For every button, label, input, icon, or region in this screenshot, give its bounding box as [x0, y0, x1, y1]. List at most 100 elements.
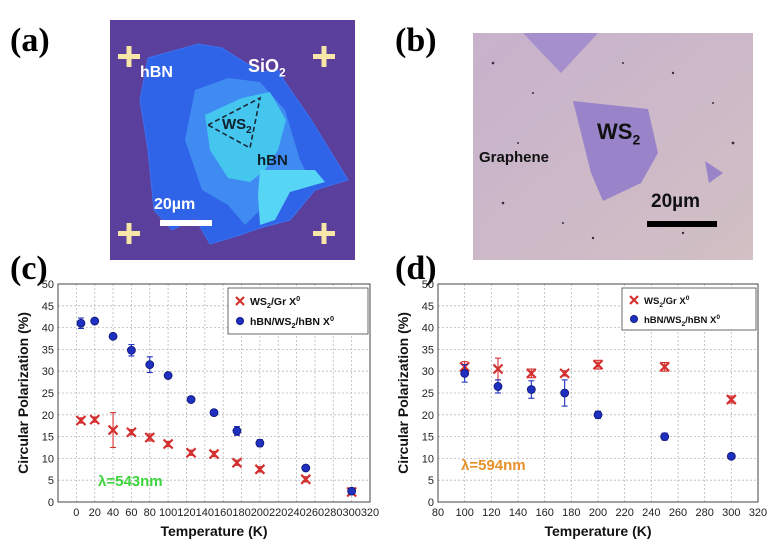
x-tick-label: 60 [125, 507, 137, 519]
marker-stroke [75, 415, 87, 426]
x-tick-label: 200 [251, 507, 269, 519]
y-tick-label: 20 [422, 410, 434, 422]
marker-stroke [254, 464, 266, 475]
marker-stroke [107, 424, 119, 436]
panel-label-a: (a) [10, 22, 50, 59]
y-tick-label: 5 [428, 475, 434, 487]
panel-label-c: (c) [10, 250, 48, 287]
contamination-dots [491, 61, 735, 240]
x-tick-label: 100 [455, 507, 473, 519]
marker-stroke [659, 361, 670, 373]
y-tick-label: 5 [48, 475, 54, 487]
marker-stroke [208, 448, 220, 460]
data-point-x [126, 426, 137, 438]
data-point-x [231, 457, 243, 469]
legend-marker-circle [629, 315, 638, 324]
y-tick-label: 0 [428, 497, 434, 509]
label-graphene: Graphene [479, 149, 550, 166]
x-tick-label: 300 [342, 507, 360, 519]
x-tick-label: 120 [482, 507, 500, 519]
micrograph-a-image [110, 20, 355, 260]
x-tick-label: 260 [306, 507, 324, 519]
marker-stroke [185, 447, 197, 459]
ws2-flake [573, 101, 658, 201]
micrograph-a: hBN SiO2 WS2 hBN 20µm [110, 20, 355, 260]
data-point-x [526, 368, 537, 379]
y-axis-label: Circular Polarization (%) [15, 312, 31, 474]
marker-stroke [231, 457, 243, 469]
y-tick-label: 40 [42, 323, 54, 335]
y-tick-label: 0 [48, 497, 54, 509]
marker-stroke [592, 359, 604, 370]
legend-marker-x [629, 295, 639, 305]
wavelength-annotation: λ=543nm [98, 473, 163, 490]
data-point-circle [660, 432, 670, 442]
y-tick-label: 30 [42, 366, 54, 378]
marker-stroke [89, 414, 100, 425]
legend-box [621, 287, 757, 331]
y-tick-label: 10 [42, 453, 54, 465]
marker-stroke [492, 363, 504, 375]
chart-d: 0 5 10 15 20 25 30 35 40 45 50 80 100 120 140 160 180 200… [395, 279, 767, 539]
marker-stroke [629, 295, 639, 305]
marker-stroke [126, 426, 137, 438]
data-point-circle [163, 371, 173, 380]
legend-entry: WS2/Gr X0 [644, 295, 690, 309]
y-tick-label: 35 [42, 344, 54, 356]
y-tick-label: 35 [422, 344, 434, 356]
y-tick-label: 10 [422, 453, 434, 465]
x-tick-label: 40 [107, 507, 119, 519]
data-point-x [300, 474, 312, 485]
data-point-circle [108, 331, 118, 341]
x-tick-label: 140 [509, 507, 527, 519]
scale-bar [647, 221, 717, 227]
data-point-circle [209, 408, 219, 418]
scale-label: 20µm [154, 196, 196, 213]
x-tick-label: 100 [159, 507, 177, 519]
panel-label-b: (b) [395, 22, 437, 59]
data-point-circle [145, 360, 155, 370]
micrograph-b: WS2 Graphene 20µm [473, 33, 753, 260]
x-tick-label: 260 [669, 507, 687, 519]
y-axis-label: Circular Polarization (%) [395, 312, 411, 474]
data-point-circle [526, 385, 536, 394]
data-point-circle [593, 410, 603, 420]
data-point-x [107, 424, 119, 436]
x-tick-label: 320 [361, 507, 379, 519]
hbn-strip [258, 170, 325, 225]
plot-frame [57, 283, 371, 503]
label-ws2: WS2 [597, 119, 641, 148]
x-tick-label: 160 [214, 507, 232, 519]
data-point-circle [255, 438, 265, 448]
data-point-circle [127, 345, 136, 355]
y-tick-label: 25 [422, 388, 434, 400]
data-point-circle [347, 486, 357, 496]
marker-stroke [726, 394, 737, 405]
y-tick-label: 50 [422, 279, 434, 291]
marker-stroke [526, 368, 537, 379]
x-axis-label: Temperature (K) [544, 523, 651, 539]
x-axis-label: Temperature (K) [160, 523, 267, 539]
ws2-flake [205, 92, 286, 182]
x-tick-label: 320 [749, 507, 767, 519]
wavelength-annotation: λ=594nm [461, 457, 526, 474]
y-tick-label: 25 [42, 388, 54, 400]
data-point-circle [76, 318, 86, 328]
data-point-x [208, 448, 220, 460]
legend-entry: WS2/Gr X0 [250, 294, 300, 310]
ws2-dashed-outline [206, 96, 262, 150]
data-point-x [75, 415, 87, 426]
x-tick-label: 280 [695, 507, 713, 519]
label-hbn-right: hBN [257, 152, 288, 169]
marker-stroke [559, 368, 570, 379]
y-tick-label: 15 [422, 432, 434, 444]
label-ws2: WS2 [222, 116, 252, 136]
data-point-x [726, 394, 737, 405]
legend-entry: hBN/WS2/hBN X0 [250, 314, 334, 330]
data-point-circle [460, 368, 470, 378]
data-point-circle [90, 316, 100, 326]
ws2-flake-small [523, 33, 598, 73]
x-tick-label: 300 [722, 507, 740, 519]
alignment-cross-icon [118, 46, 140, 67]
marker-stroke [235, 296, 245, 306]
